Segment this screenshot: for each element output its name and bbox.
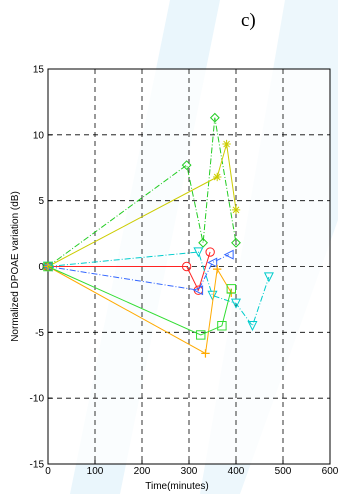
series-line	[47, 251, 270, 327]
data-point	[263, 272, 274, 283]
panel-label: c)	[241, 10, 256, 31]
x-tick-label: 100	[87, 466, 104, 477]
data-point	[231, 205, 241, 215]
x-axis-label: Time(minutes)	[145, 481, 209, 492]
data-point	[209, 112, 220, 123]
data-point	[193, 285, 204, 296]
series-line	[47, 266, 232, 336]
y-tick-label: 10	[33, 130, 45, 141]
data-point	[181, 160, 192, 171]
data-point	[222, 139, 231, 149]
y-axis-label: Normalized DPOAE variation (dB)	[10, 191, 21, 342]
data-point	[223, 249, 234, 260]
data-point	[207, 257, 218, 268]
x-tick-label: 0	[45, 466, 51, 477]
data-point	[181, 261, 192, 272]
x-tick-label: 300	[181, 466, 198, 477]
y-tick-label: 5	[38, 196, 44, 207]
y-tick-label: -10	[30, 394, 45, 405]
data-point	[230, 298, 242, 309]
x-tick-label: 400	[228, 466, 245, 477]
data-point	[205, 247, 215, 257]
x-tick-label: 600	[322, 466, 338, 477]
y-tick-label: -5	[35, 328, 44, 339]
series-line	[47, 266, 232, 355]
data-point	[193, 247, 204, 258]
series-line	[47, 143, 237, 267]
data-point	[217, 321, 227, 331]
data-point	[226, 284, 236, 294]
data-point	[213, 172, 222, 182]
data-point	[196, 330, 206, 340]
series-line	[48, 251, 211, 292]
x-tick-label: 500	[275, 466, 292, 477]
y-tick-label: 0	[38, 262, 44, 273]
data-point	[231, 237, 241, 248]
x-tick-label: 200	[134, 466, 151, 477]
y-tick-label: 15	[33, 65, 45, 76]
data-point	[198, 237, 209, 248]
series-line	[47, 254, 230, 291]
data-point	[213, 264, 222, 274]
data-point	[207, 290, 218, 301]
data-point	[43, 261, 53, 272]
data-point	[201, 349, 210, 358]
y-tick-label: -15	[30, 460, 45, 471]
data-point	[247, 321, 258, 332]
